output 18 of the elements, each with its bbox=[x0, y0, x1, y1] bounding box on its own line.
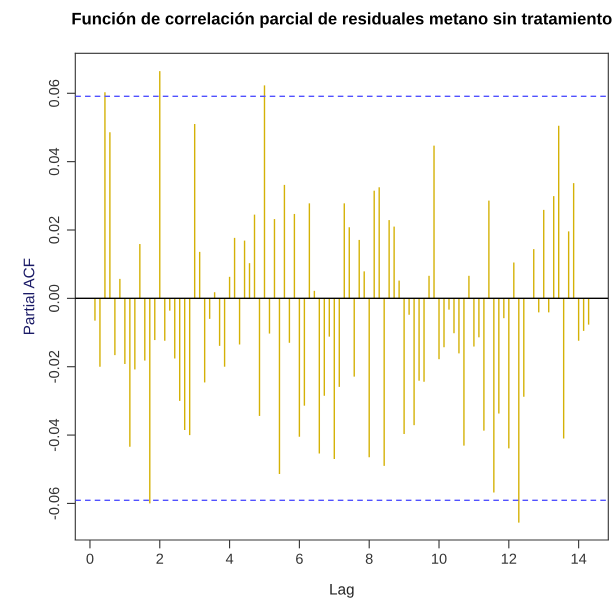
x-axis-title: Lag bbox=[330, 584, 354, 598]
y-axis-title: Partial ACF bbox=[23, 258, 34, 334]
y-tick-label: 0.06 bbox=[48, 80, 60, 107]
y-tick-label: -0.04 bbox=[48, 418, 60, 452]
y-tick-label: 0.02 bbox=[48, 216, 60, 244]
chart-title: Función de correlación parcial de residuales metano sin tratamiento bbox=[72, 12, 612, 28]
y-tick-label: -0.02 bbox=[48, 350, 60, 383]
y-tick-label: 0.00 bbox=[48, 284, 60, 312]
x-tick-label: 4 bbox=[226, 554, 234, 564]
y-tick-label: -0.06 bbox=[48, 487, 60, 520]
x-tick-label: 6 bbox=[296, 554, 303, 564]
x-tick-label: 2 bbox=[156, 554, 164, 564]
x-tick-label: 14 bbox=[572, 554, 586, 564]
x-tick-label: 10 bbox=[432, 554, 447, 564]
x-tick-label: 0 bbox=[86, 554, 94, 564]
x-tick-label: 12 bbox=[502, 554, 516, 564]
y-tick-label: 0.04 bbox=[48, 148, 60, 176]
x-tick-label: 8 bbox=[366, 554, 373, 564]
